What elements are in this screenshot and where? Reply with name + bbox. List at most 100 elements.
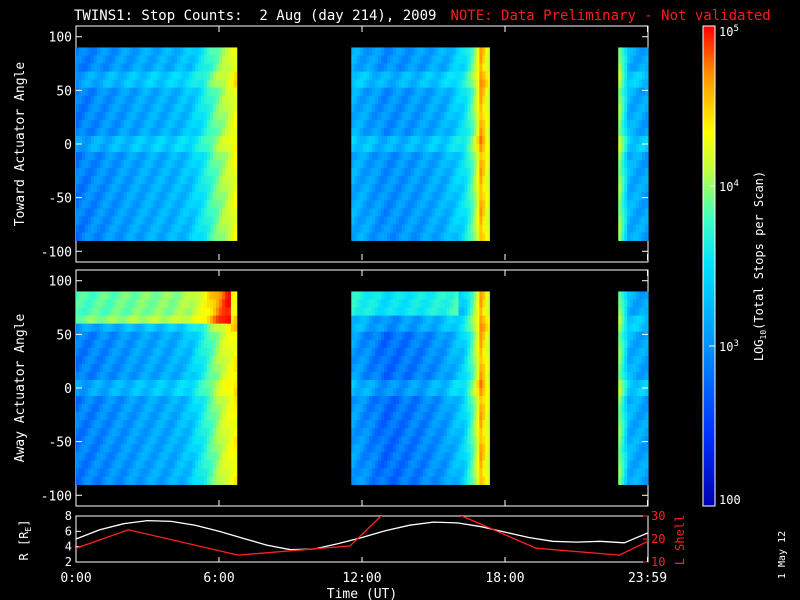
heatmap-cell [93, 216, 98, 225]
heatmap-cell [633, 144, 637, 153]
heatmap-cell [186, 47, 190, 56]
heatmap-cell [369, 331, 373, 341]
heatmap-cell [129, 224, 134, 233]
heatmap-cell [84, 144, 89, 153]
heatmap-cell [168, 379, 172, 389]
heatmap-cell [76, 127, 80, 137]
heatmap-cell [186, 444, 190, 453]
heatmap-cell [449, 436, 453, 445]
heatmap-cell [147, 184, 151, 193]
heatmap-cell [186, 224, 190, 233]
heatmap-cell [398, 404, 403, 413]
heatmap-cell [183, 63, 187, 72]
heatmap-cell [180, 371, 184, 381]
heatmap-cell [207, 224, 211, 233]
heatmap-cell [458, 103, 462, 113]
heatmap-cell [84, 71, 89, 81]
heatmap-cell [213, 224, 217, 233]
heatmap-cell [387, 119, 391, 129]
heatmap-cell [221, 127, 226, 137]
heatmap-cell [378, 168, 382, 177]
heatmap-cell [123, 71, 128, 81]
heatmap-cell [96, 460, 101, 469]
heatmap-cell [224, 55, 229, 64]
heatmap-cell [165, 371, 169, 381]
heatmap-cell [354, 315, 358, 325]
heatmap-cell [387, 176, 391, 185]
heatmap-cell [111, 71, 116, 81]
heatmap-cell [156, 47, 160, 56]
heatmap-cell [431, 388, 436, 397]
heatmap-cell [230, 363, 235, 373]
heatmap-cell [102, 176, 107, 185]
heatmap-cell [375, 103, 379, 113]
heatmap-cell [177, 192, 181, 201]
heatmap-cell [183, 444, 187, 453]
heatmap-cell [108, 95, 113, 105]
heatmap-cell [198, 299, 202, 308]
heatmap-cell [123, 95, 128, 105]
heatmap-cell [135, 224, 139, 233]
heatmap-cell [381, 468, 385, 477]
heatmap-cell [216, 388, 220, 397]
heatmap-cell [470, 160, 474, 169]
heatmap-cell [422, 363, 427, 373]
heatmap-cell [141, 452, 145, 461]
heatmap-cell [461, 363, 465, 373]
heatmap-cell [138, 176, 142, 185]
heatmap-cell [105, 379, 110, 389]
heatmap-cell [360, 103, 364, 113]
heatmap-cell [390, 460, 394, 469]
heatmap-cell [177, 371, 181, 381]
heatmap-cell [416, 468, 421, 477]
heatmap-cell [76, 347, 80, 357]
heatmap-cell [129, 331, 134, 341]
heatmap-cell [467, 396, 471, 405]
heatmap-cell [395, 224, 400, 233]
heatmap-cell [81, 355, 86, 365]
heatmap-cell [455, 135, 459, 145]
heatmap-cell [174, 307, 178, 316]
heatmap-cell [351, 176, 355, 185]
heatmap-cell [446, 452, 450, 461]
heatmap-cell [171, 452, 175, 461]
heatmap-cell [401, 224, 406, 233]
heatmap-cell [375, 63, 379, 72]
heatmap-cell [354, 184, 358, 193]
heatmap-cell [138, 355, 142, 365]
y-tick-label: 50 [56, 84, 72, 99]
heatmap-cell [467, 355, 471, 365]
heatmap-cell [108, 127, 113, 137]
heatmap-cell [485, 176, 489, 185]
heatmap-cell [156, 168, 160, 177]
heatmap-cell [174, 71, 178, 81]
heatmap-cell [624, 208, 628, 217]
heatmap-cell [105, 476, 110, 485]
heatmap-cell [186, 420, 190, 429]
heatmap-cell [630, 127, 634, 137]
heatmap-cell [618, 47, 622, 56]
heatmap-cell [171, 144, 175, 153]
heatmap-cell [195, 111, 199, 121]
heatmap-cell [105, 135, 110, 145]
heatmap-cell [467, 79, 471, 89]
heatmap-cell [488, 87, 490, 97]
heatmap-cell [90, 47, 95, 56]
heatmap-cell [129, 299, 134, 308]
heatmap-cell [81, 452, 86, 461]
heatmap-cell [105, 160, 110, 169]
heatmap-cell [165, 323, 169, 333]
heatmap-cell [446, 460, 450, 469]
heatmap-cell [437, 111, 442, 121]
heatmap-cell [404, 428, 409, 437]
heatmap-cell [470, 396, 474, 405]
heatmap-cell [221, 152, 226, 161]
heatmap-cell [407, 468, 412, 477]
heatmap-cell [108, 460, 113, 469]
heatmap-cell [437, 420, 442, 429]
heatmap-cell [363, 412, 367, 421]
heatmap-cell [120, 468, 125, 477]
heatmap-cell [195, 63, 199, 72]
heatmap-cell [132, 224, 136, 233]
heatmap-cell [141, 355, 145, 365]
